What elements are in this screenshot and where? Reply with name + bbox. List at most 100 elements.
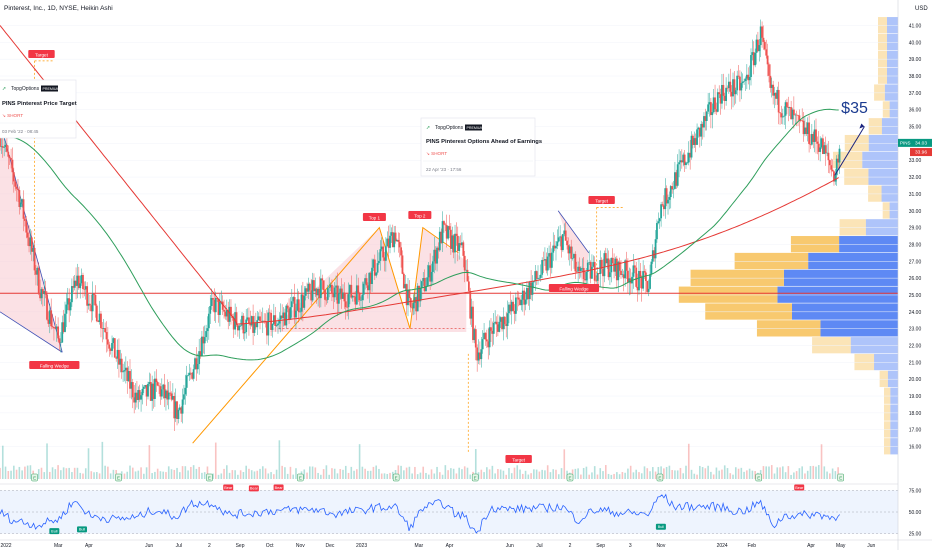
candle-body [297,299,300,313]
volume-profile-bar [791,303,898,320]
candle-body [473,329,476,341]
falling-wedge-label: Falling Wedge [559,286,589,291]
volume-bar [701,467,704,479]
candle-body [709,102,712,116]
candle-body [834,175,837,182]
volume-bar [748,468,751,479]
candle-body [607,258,610,278]
volume-bar [486,467,488,479]
candle-body [654,239,657,259]
candle-body [447,226,450,239]
candle-body [137,390,140,400]
candle-body [142,386,145,389]
idea-card-2[interactable]: ➚ TopgOptions PREMIUM PINS Pinterest Opt… [420,117,542,177]
candle-body [669,186,672,198]
volume-bar [458,467,460,479]
candle-body [812,133,815,142]
volume-profile-bar [881,185,898,202]
volume-bar [54,469,57,479]
candle-body [342,292,344,299]
earnings-marker-label: E [757,476,760,481]
volume-profile-bar [884,84,898,101]
volume-bar [425,472,427,479]
volume-bar [779,467,781,479]
candle-body [824,145,827,154]
volume-bar [798,468,801,479]
candle-body [14,181,17,187]
candle-body [761,26,763,38]
volume-bar [358,444,361,479]
volume-bar [732,474,734,479]
volume-bar [552,469,555,479]
candle-body [167,392,170,400]
volume-bar [450,468,452,479]
volume-bar [613,473,615,479]
volume-bar [618,474,621,479]
rsi-bull-marker [655,523,666,530]
candle-body [171,395,174,400]
candle-body [638,270,640,291]
volume-bar [226,465,228,479]
volume-bar [397,465,400,479]
volume-bar [776,467,779,479]
volume-bar [242,472,245,479]
volume-profile-bar [844,134,869,152]
volume-bar [690,469,693,479]
candle-body [28,237,30,247]
candle-body [774,92,777,99]
candle-body [523,290,526,305]
candle-body [32,247,35,252]
volume-bar [145,467,148,479]
volume-profile-bar [808,252,898,270]
volume-bar [563,449,566,479]
candle-body [692,135,694,145]
candle-body [90,305,93,312]
candle-body [451,235,454,249]
candle-body [509,304,512,312]
candle-body [361,294,364,301]
candle-body [758,45,761,52]
volume-bar [286,473,289,479]
candle-body [726,87,729,89]
candle-body [830,165,833,170]
volume-bar [782,466,784,479]
volume-bar [253,471,256,479]
volume-bar [436,466,438,479]
earnings-marker [31,473,38,482]
candle-body [23,218,26,221]
volume-bar [256,470,259,479]
candle-body [286,305,289,309]
volume-bar [82,473,84,479]
candle-body [111,343,113,351]
volume-bar [721,469,723,479]
price-tick: 29.00 [909,226,922,232]
idea-card-1[interactable]: ➚ TopgOptions PREMIUM PINS Pinterest Pri… [0,79,77,139]
candle-body [207,313,210,329]
candle-body [537,278,539,279]
ma-price-tag [910,148,932,157]
candle-body [192,369,195,379]
candle-body [485,339,488,342]
candle-body [365,278,368,286]
volume-bar [477,472,480,479]
volume-bar [599,468,602,479]
volume-bar [270,472,272,479]
candle-body [154,378,156,399]
candle-body [491,330,494,334]
time-tick: May [836,543,846,549]
target-label-bg [28,50,55,58]
earnings-marker [471,473,479,482]
candle-body [438,231,441,251]
volume-bar [0,467,1,479]
volume-bar [261,466,264,479]
candle-body [597,273,600,275]
candle-body [462,242,465,256]
volume-bar [508,468,510,479]
volume-profile-bar [890,438,898,455]
volume-bar [184,466,187,479]
candle-body [550,252,553,268]
volume-bar [524,470,527,479]
time-tick: Apr [85,543,93,549]
volume-bar [754,471,756,479]
